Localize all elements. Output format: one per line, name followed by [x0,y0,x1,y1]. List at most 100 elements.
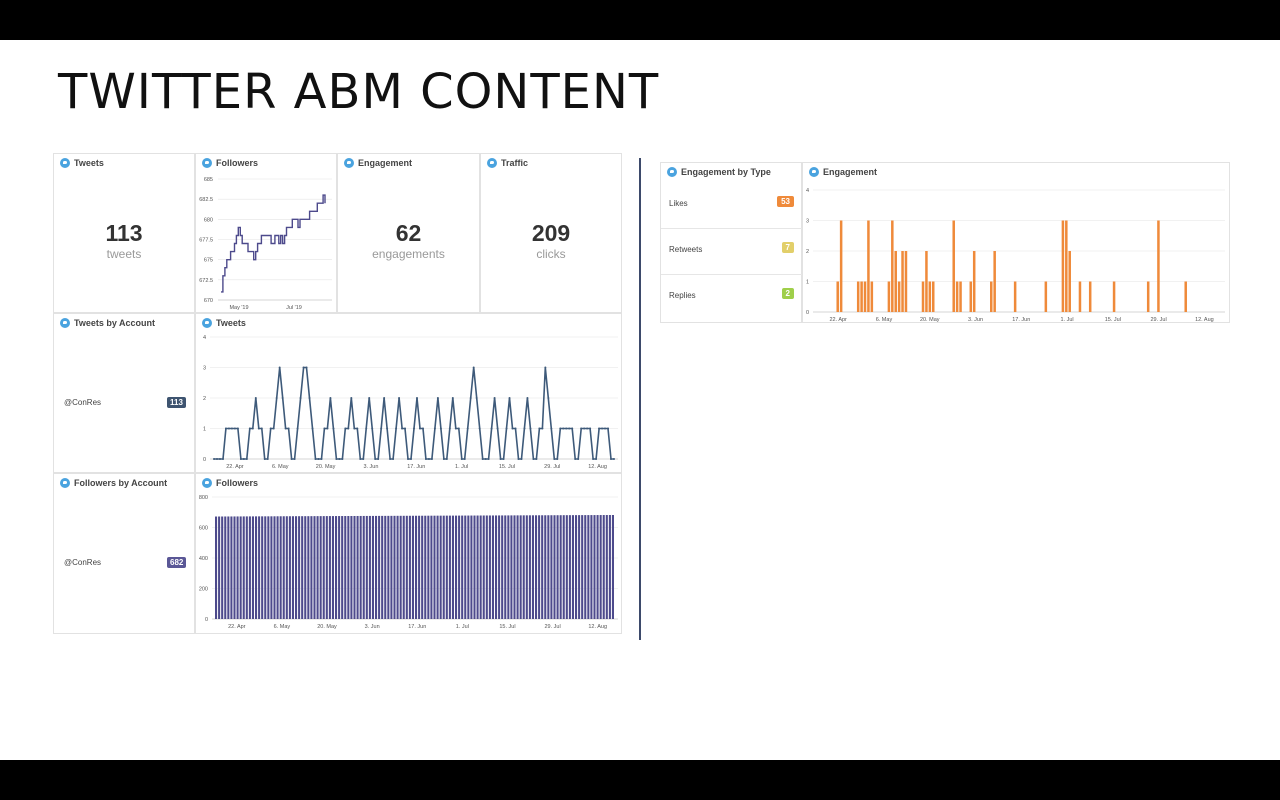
bar [556,515,559,619]
engagement-type-row[interactable]: Retweets 7 [661,229,802,275]
data-point [263,458,266,460]
bar [525,515,528,619]
x-tick-label: 12. Aug [1195,317,1214,323]
bar [236,516,239,619]
bar [301,516,304,619]
bar [587,515,590,619]
x-tick-label: 29. Jul [1151,317,1167,323]
followers-mini-chart: 685 682.5 680 677.5 675 672.5 670 May '19 Jul '1… [199,177,332,311]
data-point [278,366,281,369]
data-point [407,458,410,460]
traffic-panel[interactable]: Traffic 209 clicks [480,153,622,313]
bar [365,515,368,619]
bar [341,516,344,619]
bar [313,516,316,619]
y-tick-label: 3 [806,219,809,225]
data-point [493,397,496,399]
tweets-by-account-panel[interactable]: Tweets by Account @ConRes 113 [53,313,195,473]
y-tick-label: 680 [204,217,213,223]
data-point [595,458,598,460]
x-tick-label: 20. May [316,464,336,470]
data-point [460,458,463,460]
tweets-chart-panel[interactable]: Tweets 4 3 2 1 0 22. Apr 6. May 20. May 3. Jun 17… [195,313,622,473]
bar [375,515,378,619]
x-tick-label: 22. Apr [226,464,244,470]
bar [578,515,581,619]
followers-by-account-panel[interactable]: Followers by Account @ConRes 682 [53,473,195,634]
data-point [529,427,532,430]
bar [451,515,454,619]
account-name: @ConRes [64,558,102,567]
data-point [281,397,284,399]
bar [356,515,359,619]
bar [433,515,436,619]
bar [396,515,399,619]
bar [547,515,550,619]
data-point [574,458,577,460]
y-tick-label: 4 [203,335,206,341]
data-point [350,397,353,399]
data-point [272,427,275,430]
tweets-unit: tweets [106,247,142,261]
data-point [320,458,323,460]
data-point [377,458,380,460]
slide-title: TWITTER ABM CONTENT [58,64,660,120]
data-point [398,397,401,399]
bar [427,515,430,619]
bar [504,515,507,619]
bar [955,281,959,312]
data-point [556,458,559,460]
bar [925,251,928,312]
bar [224,516,227,619]
bar [544,515,547,619]
data-point [433,427,436,430]
account-follower-count-badge: 682 [167,557,187,568]
bar [856,281,860,312]
engagement-type-label: Likes [669,199,688,208]
bar [239,516,242,619]
twitter-icon [60,318,70,328]
tweets-panel[interactable]: Tweets 113 tweets [53,153,195,313]
bar [611,515,614,619]
bar [227,516,230,619]
engagement-by-type-panel[interactable]: Engagement by Type Likes 53 Retweets 7 R… [660,162,802,323]
bar [1013,281,1017,312]
engagement-type-row[interactable]: Likes 53 [661,183,802,229]
bar [387,515,390,619]
data-point [269,427,272,430]
bar [870,281,874,312]
twitter-icon [60,158,70,168]
engagement-chart-panel[interactable]: Engagement 4 3 2 1 0 22. Apr 6. May 20. May 3. J… [802,162,1230,323]
bar [436,515,439,619]
data-point [213,458,215,460]
engagement-panel[interactable]: Engagement 62 engagements [337,153,480,313]
bar [445,515,448,619]
data-point [362,458,365,460]
bar [596,515,599,619]
followers-panel[interactable]: Followers 685 682.5 680 677.5 675 672.5 670 May… [195,153,337,313]
data-point [607,427,610,430]
data-point [335,458,338,460]
x-tick-label: 6. May [876,317,893,323]
data-point [308,397,311,399]
bar [270,516,273,619]
twitter-icon [60,478,70,488]
data-point [526,397,529,399]
bar [288,516,291,619]
y-tick-label: 0 [203,457,206,463]
data-point [541,427,544,430]
x-tick-label: 29. Jul [544,624,560,630]
followers-chart-panel[interactable]: Followers 800 600 400 200 0 22. Apr 6. May 20. … [195,473,622,634]
data-point [404,427,407,430]
bar [519,515,522,619]
data-point [586,427,589,430]
x-tick-label: 15. Jul [499,464,515,470]
data-point [583,427,586,430]
engagement-type-row[interactable]: Replies 2 [661,275,802,321]
bar [1044,281,1048,312]
bar [928,281,932,312]
data-point [251,427,254,430]
bar [559,515,562,619]
bar [362,515,365,619]
bar [347,516,350,619]
